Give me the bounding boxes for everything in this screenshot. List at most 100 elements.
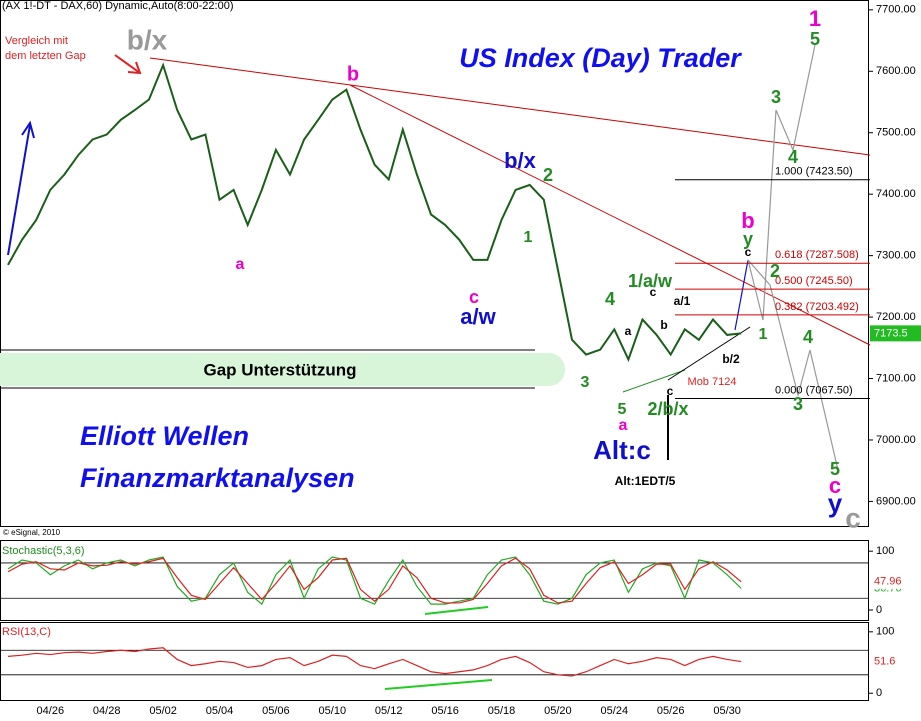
trend-line bbox=[149, 57, 871, 156]
wave-label: 4 bbox=[803, 327, 813, 347]
x-tick-label: 04/26 bbox=[37, 705, 65, 717]
wave-label: y bbox=[828, 488, 843, 518]
wave-label: c bbox=[469, 287, 479, 307]
note: Mob 7124 bbox=[688, 376, 737, 388]
last-value-box bbox=[870, 654, 921, 669]
x-tick-label: 04/28 bbox=[93, 705, 121, 717]
wave-label: b/x bbox=[504, 148, 537, 173]
trend-line bbox=[667, 326, 751, 381]
wave-label: 5 bbox=[618, 401, 627, 418]
stoch-panel bbox=[0, 540, 869, 621]
x-tick-label: 05/30 bbox=[713, 705, 741, 717]
wave-label: Alt:1EDT/5 bbox=[615, 474, 676, 488]
fib-label: 0.000 (7067.50) bbox=[775, 384, 853, 396]
gap-zone bbox=[0, 353, 565, 386]
y-tick-label: 100 bbox=[876, 626, 894, 638]
wave-label: 5 bbox=[810, 29, 820, 49]
arrow-head bbox=[21, 120, 35, 139]
brand: Finanzmarktanalysen bbox=[80, 463, 355, 493]
wave-label: 4 bbox=[605, 289, 615, 309]
wave-label: c bbox=[650, 285, 657, 299]
y-tick-label: 7400.00 bbox=[876, 188, 916, 200]
x-tick-label: 05/04 bbox=[206, 705, 234, 717]
divergence bbox=[424, 606, 489, 615]
projection bbox=[734, 259, 749, 331]
y-tick-label: 7500.00 bbox=[876, 127, 916, 139]
header: (AX 1!-DT - DAX,60) Dynamic,Auto(8:00-22… bbox=[2, 0, 234, 12]
last-value: 47.96 bbox=[874, 576, 902, 588]
y-tick-label: 7300.00 bbox=[876, 250, 916, 262]
x-tick-label: 05/18 bbox=[488, 705, 516, 717]
rsi-panel bbox=[0, 622, 869, 701]
wave-label: 2 bbox=[543, 165, 553, 185]
last-value-box bbox=[870, 574, 921, 589]
wave-label: b bbox=[347, 63, 359, 85]
note: dem letzten Gap bbox=[5, 50, 86, 62]
fib-label: 0.500 (7245.50) bbox=[775, 275, 853, 287]
x-tick-label: 05/10 bbox=[319, 705, 347, 717]
x-tick-label: 05/12 bbox=[375, 705, 403, 717]
wave-label: c bbox=[845, 502, 861, 533]
wave-label: 2 bbox=[770, 261, 780, 281]
divergence bbox=[384, 679, 493, 690]
wave-label: a/1 bbox=[674, 294, 691, 308]
wave-label: 4 bbox=[788, 147, 798, 167]
y-tick-label: 7600.00 bbox=[876, 65, 916, 77]
stoch-title: Stochastic(5,3,6) bbox=[2, 545, 85, 557]
wave-label: c bbox=[667, 384, 674, 398]
wave-label: b/x bbox=[127, 24, 168, 55]
wave-label: 1 bbox=[759, 326, 768, 343]
fib-label: 0.618 (7287.508) bbox=[775, 249, 859, 261]
wave-label: y bbox=[743, 229, 753, 249]
x-tick-label: 05/24 bbox=[601, 705, 629, 717]
last-value: 7173.5 bbox=[874, 327, 908, 339]
x-tick-label: 05/06 bbox=[262, 705, 290, 717]
arrow-head bbox=[127, 61, 142, 75]
x-tick-label: 05/26 bbox=[657, 705, 685, 717]
series-line bbox=[7, 62, 742, 363]
copyright: © eSignal, 2010 bbox=[3, 528, 61, 537]
wave-label: 3 bbox=[771, 87, 781, 107]
x-tick-label: 05/16 bbox=[431, 705, 459, 717]
wave-label: c bbox=[745, 245, 752, 259]
wave-label: 3 bbox=[581, 374, 590, 391]
wave-label: Alt:c bbox=[593, 435, 651, 465]
last-value: 51.6 bbox=[874, 655, 895, 667]
wave-label: a/w bbox=[460, 304, 496, 329]
projection bbox=[747, 44, 816, 321]
chart-title: US Index (Day) Trader bbox=[459, 43, 742, 73]
wave-label: a bbox=[236, 256, 245, 273]
trend-line bbox=[622, 369, 686, 393]
last-price-box bbox=[870, 325, 921, 342]
trend-line bbox=[349, 84, 871, 346]
wave-label: a bbox=[625, 324, 632, 338]
y-tick-label: 0 bbox=[876, 604, 882, 616]
wave-label: 1 bbox=[809, 6, 821, 31]
y-tick-label: 6900.00 bbox=[876, 495, 916, 507]
arrow bbox=[7, 124, 31, 256]
gap-label: Gap Unterstützung bbox=[204, 360, 357, 379]
wave-label: 5 bbox=[830, 459, 840, 479]
wave-label: 3 bbox=[793, 394, 803, 414]
fib-label: 1.000 (7423.50) bbox=[775, 166, 853, 178]
y-tick-label: 100 bbox=[876, 545, 894, 557]
arrow bbox=[114, 54, 141, 74]
note: Vergleich mit bbox=[5, 35, 68, 47]
projection bbox=[747, 259, 839, 471]
wave-label: b bbox=[660, 318, 667, 332]
series-line bbox=[7, 647, 742, 677]
wave-label: 1/a/w bbox=[628, 271, 673, 291]
y-tick-label: 0 bbox=[876, 687, 882, 699]
wave-label: 1 bbox=[524, 229, 533, 246]
wave-label: c bbox=[829, 473, 841, 498]
wave-label: a bbox=[619, 417, 628, 434]
y-tick-label: 7200.00 bbox=[876, 311, 916, 323]
x-tick-label: 05/02 bbox=[149, 705, 177, 717]
wave-label: 2/b/x bbox=[647, 399, 688, 419]
rsi-title: RSI(13,C) bbox=[2, 626, 51, 638]
x-tick-label: 05/20 bbox=[544, 705, 572, 717]
y-tick-label: 7000.00 bbox=[876, 434, 916, 446]
series-line bbox=[7, 557, 742, 604]
fib-label: 0.382 (7203.492) bbox=[775, 301, 859, 313]
